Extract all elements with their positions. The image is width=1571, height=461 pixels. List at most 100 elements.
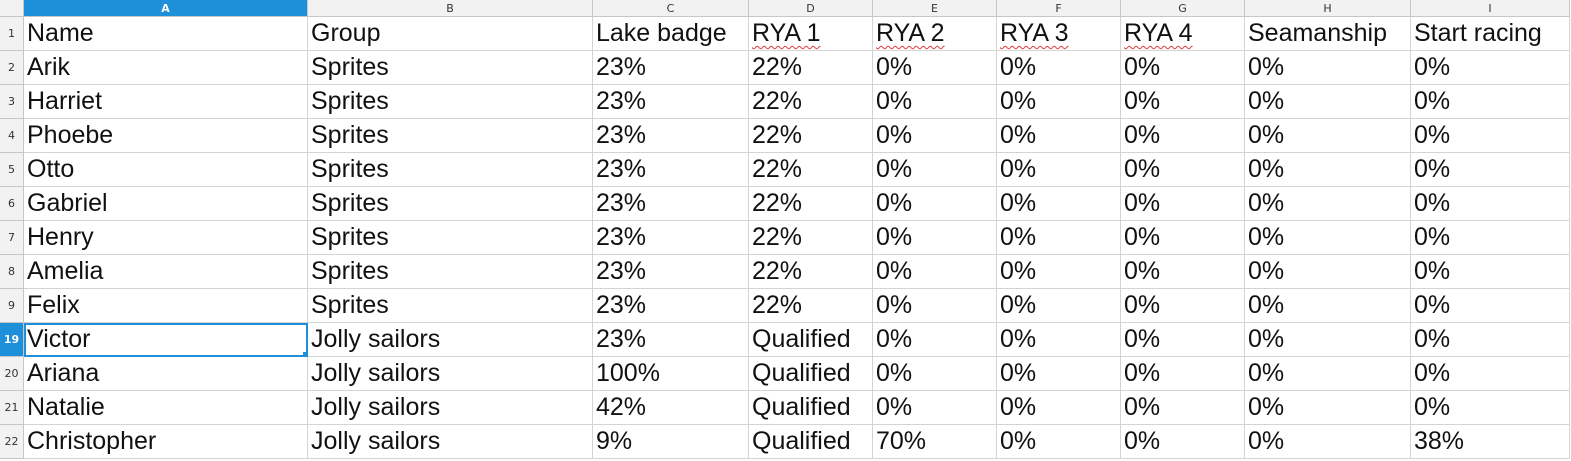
column-header-f[interactable]: F	[997, 0, 1121, 17]
cell-c8[interactable]: 23%	[593, 255, 749, 289]
column-header-g[interactable]: G	[1121, 0, 1245, 17]
cell-b3[interactable]: Sprites	[308, 85, 593, 119]
cell-a21[interactable]: Natalie	[24, 391, 308, 425]
cell-d6[interactable]: 22%	[749, 187, 873, 221]
select-all-corner[interactable]	[0, 0, 24, 17]
cell-e6[interactable]: 0%	[873, 187, 997, 221]
cell-e9[interactable]: 0%	[873, 289, 997, 323]
cell-a19[interactable]: Victor	[24, 323, 308, 357]
cell-e19[interactable]: 0%	[873, 323, 997, 357]
cell-d22[interactable]: Qualified	[749, 425, 873, 459]
cell-g9[interactable]: 0%	[1121, 289, 1245, 323]
cell-header-c[interactable]: Lake badge	[593, 17, 749, 51]
cell-g8[interactable]: 0%	[1121, 255, 1245, 289]
cell-h4[interactable]: 0%	[1245, 119, 1411, 153]
cell-e3[interactable]: 0%	[873, 85, 997, 119]
column-header-d[interactable]: D	[749, 0, 873, 17]
cell-a4[interactable]: Phoebe	[24, 119, 308, 153]
cell-i3[interactable]: 0%	[1411, 85, 1570, 119]
cell-f2[interactable]: 0%	[997, 51, 1121, 85]
cell-d4[interactable]: 22%	[749, 119, 873, 153]
row-header-6[interactable]: 6	[0, 187, 24, 221]
cell-c6[interactable]: 23%	[593, 187, 749, 221]
cell-d5[interactable]: 22%	[749, 153, 873, 187]
row-header-3[interactable]: 3	[0, 85, 24, 119]
cell-c9[interactable]: 23%	[593, 289, 749, 323]
cell-b8[interactable]: Sprites	[308, 255, 593, 289]
cell-b22[interactable]: Jolly sailors	[308, 425, 593, 459]
row-header-20[interactable]: 20	[0, 357, 24, 391]
cell-h21[interactable]: 0%	[1245, 391, 1411, 425]
cell-f9[interactable]: 0%	[997, 289, 1121, 323]
cell-g6[interactable]: 0%	[1121, 187, 1245, 221]
cell-header-i[interactable]: Start racing	[1411, 17, 1570, 51]
cell-b7[interactable]: Sprites	[308, 221, 593, 255]
cell-g2[interactable]: 0%	[1121, 51, 1245, 85]
row-header-5[interactable]: 5	[0, 153, 24, 187]
cell-c19[interactable]: 23%	[593, 323, 749, 357]
cell-g5[interactable]: 0%	[1121, 153, 1245, 187]
column-header-a[interactable]: A	[24, 0, 308, 17]
cell-e4[interactable]: 0%	[873, 119, 997, 153]
cell-i21[interactable]: 0%	[1411, 391, 1570, 425]
cell-a22[interactable]: Christopher	[24, 425, 308, 459]
cell-i19[interactable]: 0%	[1411, 323, 1570, 357]
cell-d20[interactable]: Qualified	[749, 357, 873, 391]
cell-h9[interactable]: 0%	[1245, 289, 1411, 323]
cell-f8[interactable]: 0%	[997, 255, 1121, 289]
cell-c21[interactable]: 42%	[593, 391, 749, 425]
cell-i20[interactable]: 0%	[1411, 357, 1570, 391]
cell-h19[interactable]: 0%	[1245, 323, 1411, 357]
row-header-4[interactable]: 4	[0, 119, 24, 153]
cell-a5[interactable]: Otto	[24, 153, 308, 187]
cell-f5[interactable]: 0%	[997, 153, 1121, 187]
cell-a8[interactable]: Amelia	[24, 255, 308, 289]
cell-e20[interactable]: 0%	[873, 357, 997, 391]
cell-header-d[interactable]: RYA 1	[749, 17, 873, 51]
cell-h6[interactable]: 0%	[1245, 187, 1411, 221]
cell-i5[interactable]: 0%	[1411, 153, 1570, 187]
cell-e8[interactable]: 0%	[873, 255, 997, 289]
cell-c2[interactable]: 23%	[593, 51, 749, 85]
fill-handle[interactable]	[303, 352, 307, 356]
cell-e22[interactable]: 70%	[873, 425, 997, 459]
cell-b21[interactable]: Jolly sailors	[308, 391, 593, 425]
cell-h20[interactable]: 0%	[1245, 357, 1411, 391]
cell-b19[interactable]: Jolly sailors	[308, 323, 593, 357]
cell-g21[interactable]: 0%	[1121, 391, 1245, 425]
row-header-9[interactable]: 9	[0, 289, 24, 323]
cell-f21[interactable]: 0%	[997, 391, 1121, 425]
cell-a2[interactable]: Arik	[24, 51, 308, 85]
cell-h8[interactable]: 0%	[1245, 255, 1411, 289]
cell-header-a[interactable]: Name	[24, 17, 308, 51]
cell-b4[interactable]: Sprites	[308, 119, 593, 153]
cell-header-b[interactable]: Group	[308, 17, 593, 51]
column-header-b[interactable]: B	[308, 0, 593, 17]
cell-header-g[interactable]: RYA 4	[1121, 17, 1245, 51]
cell-f20[interactable]: 0%	[997, 357, 1121, 391]
cell-g4[interactable]: 0%	[1121, 119, 1245, 153]
cell-d2[interactable]: 22%	[749, 51, 873, 85]
cell-e5[interactable]: 0%	[873, 153, 997, 187]
cell-c3[interactable]: 23%	[593, 85, 749, 119]
cell-h22[interactable]: 0%	[1245, 425, 1411, 459]
cell-a3[interactable]: Harriet	[24, 85, 308, 119]
column-header-h[interactable]: H	[1245, 0, 1411, 17]
cell-i22[interactable]: 38%	[1411, 425, 1570, 459]
cell-b5[interactable]: Sprites	[308, 153, 593, 187]
cell-a20[interactable]: Ariana	[24, 357, 308, 391]
row-header-7[interactable]: 7	[0, 221, 24, 255]
cell-i9[interactable]: 0%	[1411, 289, 1570, 323]
cell-b20[interactable]: Jolly sailors	[308, 357, 593, 391]
cell-e2[interactable]: 0%	[873, 51, 997, 85]
cell-i4[interactable]: 0%	[1411, 119, 1570, 153]
cell-h7[interactable]: 0%	[1245, 221, 1411, 255]
cell-header-f[interactable]: RYA 3	[997, 17, 1121, 51]
cell-b6[interactable]: Sprites	[308, 187, 593, 221]
row-header-21[interactable]: 21	[0, 391, 24, 425]
cell-b2[interactable]: Sprites	[308, 51, 593, 85]
cell-d19[interactable]: Qualified	[749, 323, 873, 357]
row-header-2[interactable]: 2	[0, 51, 24, 85]
cell-d9[interactable]: 22%	[749, 289, 873, 323]
row-header-1[interactable]: 1	[0, 17, 24, 51]
